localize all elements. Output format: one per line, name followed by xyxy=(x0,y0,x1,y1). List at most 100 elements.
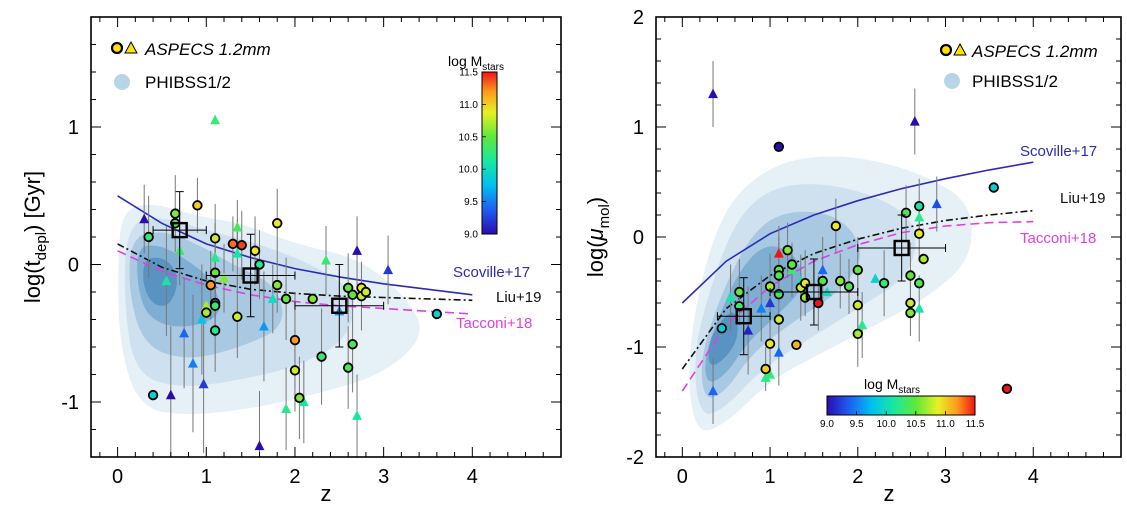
circle-point xyxy=(817,275,828,287)
y-tick-label: 0 xyxy=(633,227,644,249)
triangle-point xyxy=(756,303,767,313)
triangle-point xyxy=(352,245,362,255)
colorbar-gradient xyxy=(826,395,976,416)
colorbar-tick-label: 10.0 xyxy=(876,419,896,430)
circle-point xyxy=(147,389,159,401)
circle-point xyxy=(289,334,301,346)
circle-point xyxy=(431,308,443,320)
x-tick-labels: 0 1 2 3 4 xyxy=(112,466,478,488)
x-tick-label: 1 xyxy=(201,466,212,488)
axes-frame xyxy=(90,16,562,458)
y-tick-label: 0 xyxy=(68,255,79,277)
legend-phibss: PHIBSS1/2 xyxy=(145,73,231,92)
circle-point xyxy=(905,270,916,281)
legend-aspecs: ASPECS 1.2mm xyxy=(971,42,1098,61)
colorbar-tick-label: 10.5 xyxy=(906,419,926,430)
median-square xyxy=(171,221,188,239)
colorbar-gradient xyxy=(481,71,498,235)
circle-point xyxy=(209,325,221,336)
triangle-point xyxy=(765,369,776,379)
triangle-point xyxy=(161,275,172,286)
colorbar-tick-label: 9.0 xyxy=(464,230,478,241)
circle-point xyxy=(342,362,354,373)
axes-frame xyxy=(655,16,1122,458)
y-tick-label: 1 xyxy=(633,117,644,139)
triangle-point xyxy=(760,372,771,382)
x-axis-label: z xyxy=(884,481,895,506)
legend-phibss-marker xyxy=(114,74,130,90)
density-contour-5 xyxy=(143,257,178,306)
right-panel: 0 1 2 3 4 -2 -1 0 1 2 z log(μmol) ASPECS 1.2mm P… xyxy=(583,7,1122,506)
x-tick-label: 1 xyxy=(764,466,775,488)
triangle-point xyxy=(196,314,207,324)
triangle-point xyxy=(198,378,209,389)
legend-circle-marker xyxy=(110,41,124,55)
x-tick-label: 4 xyxy=(1028,466,1039,488)
triangle-point xyxy=(188,358,198,368)
triangle-point xyxy=(817,264,828,275)
circle-point xyxy=(799,278,811,289)
y-tick-labels: -2 -1 0 1 2 xyxy=(626,7,644,469)
triangle-point xyxy=(822,286,833,297)
circle-point xyxy=(852,264,863,276)
circle-point xyxy=(209,300,221,311)
axis-ticks xyxy=(91,16,562,458)
circle-point xyxy=(360,286,372,298)
curve-liu-19 xyxy=(681,209,1034,370)
circle-point xyxy=(209,233,221,244)
median-square xyxy=(331,297,348,314)
circle-point xyxy=(716,323,728,334)
circle-point xyxy=(852,328,863,340)
x-axis-label: z xyxy=(321,481,332,506)
triangle-point xyxy=(870,273,881,283)
median-square xyxy=(805,283,823,301)
colorbar-tick-label: 11.5 xyxy=(459,68,478,79)
circle-point xyxy=(918,253,929,265)
legend-phibss-marker xyxy=(944,73,960,89)
triangle-point xyxy=(298,396,309,407)
median-square xyxy=(242,267,259,284)
triangle-point xyxy=(179,327,190,338)
circle-point xyxy=(791,339,802,351)
x-tick-label: 0 xyxy=(112,466,123,488)
circle-point xyxy=(878,278,890,289)
y-axis-label: log(tdepl) [Gyr] xyxy=(20,171,50,303)
triangle-point xyxy=(857,319,868,330)
legend-triangle-marker xyxy=(953,42,967,56)
circle-point xyxy=(852,300,863,311)
legend-circle-marker xyxy=(939,43,953,57)
circle-point xyxy=(914,200,925,212)
legend: ASPECS 1.2mm PHIBSS1/2 xyxy=(110,40,271,92)
left-panel: 0 1 2 3 4 -1 0 1 z log(tdepl) [Gyr] ASPECS 1.2… xyxy=(20,16,562,506)
circle-point xyxy=(254,259,265,270)
circle-point xyxy=(786,259,798,270)
colorbar-tick-label: 9.5 xyxy=(464,197,478,208)
colorbar-tick-labels: 9.0 9.5 10.0 10.5 11.0 11.5 xyxy=(459,68,486,241)
y-tick-label: 2 xyxy=(633,7,644,29)
circle-point xyxy=(307,293,318,305)
circle-point xyxy=(143,231,154,243)
relation-curves xyxy=(681,161,1034,392)
triangle-point xyxy=(139,213,150,224)
circle-point xyxy=(347,339,358,350)
triangle-point xyxy=(201,300,212,310)
colorbar-tick-label: 11.5 xyxy=(966,419,985,430)
colorbar-tick-label: 9.0 xyxy=(820,419,834,430)
circle-point xyxy=(192,200,203,211)
triangle-point xyxy=(931,198,942,209)
circle-point xyxy=(799,292,811,303)
triangle-point xyxy=(219,272,229,283)
circle-point xyxy=(835,275,846,287)
triangle-point xyxy=(281,403,292,413)
colorbar-label: log Mstars xyxy=(448,53,504,73)
x-tick-labels: 0 1 2 3 4 xyxy=(677,466,1039,488)
circle-point xyxy=(830,220,842,232)
label-tacconi: Tacconi+18 xyxy=(456,315,532,332)
circle-point xyxy=(209,267,221,278)
circle-point xyxy=(905,307,916,319)
circle-point xyxy=(773,314,785,325)
circle-point xyxy=(734,286,745,298)
circle-point xyxy=(760,363,771,375)
median-bins xyxy=(152,191,385,348)
